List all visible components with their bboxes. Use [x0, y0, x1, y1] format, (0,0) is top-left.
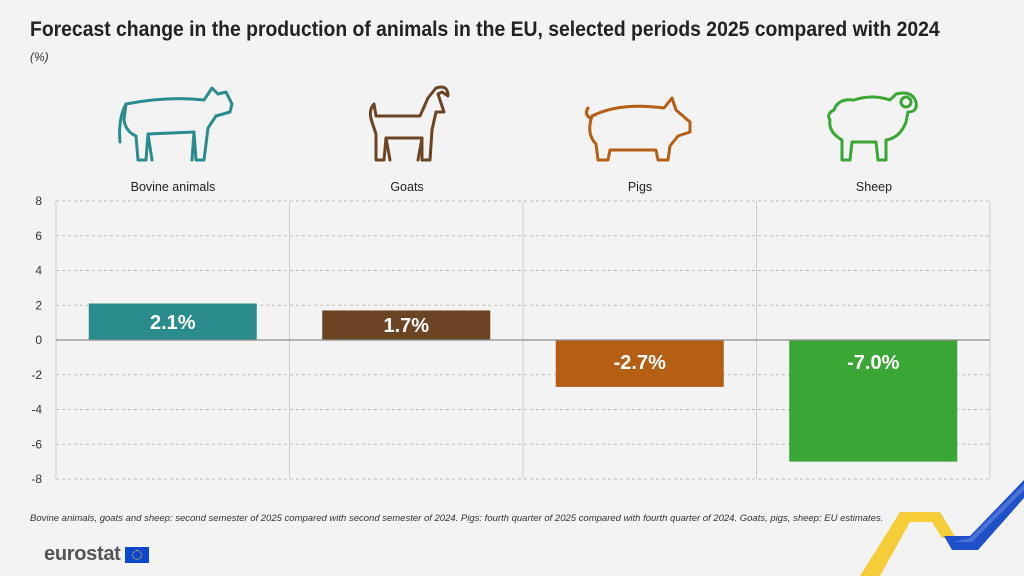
y-tick-label: -4	[31, 403, 42, 417]
data-label-1: 1.7%	[383, 315, 429, 337]
pig-icon	[584, 96, 692, 162]
bar-0	[88, 303, 257, 340]
category-label-bovine: Bovine animals	[130, 180, 216, 194]
bar-2	[555, 340, 724, 387]
chart-title: Forecast change in the production of ani…	[30, 17, 940, 41]
goat-icon	[368, 85, 450, 162]
logo-text: eurostat	[44, 543, 121, 565]
data-label-2: -2.7%	[614, 352, 666, 374]
bar-3	[789, 340, 958, 462]
cow-icon	[118, 86, 234, 162]
data-label-3: -7.0%	[847, 352, 899, 374]
y-tick-label: 4	[35, 264, 42, 278]
decorative-ribbon-icon	[860, 480, 1024, 576]
data-label-0: 2.1%	[150, 312, 196, 334]
y-tick-label: 2	[35, 298, 42, 312]
sheep-icon	[827, 91, 918, 162]
y-tick-label: -8	[31, 472, 42, 486]
y-tick-label: 8	[35, 194, 42, 208]
y-tick-label: 6	[35, 229, 42, 243]
chart-unit: (%)	[30, 50, 49, 64]
y-tick-label: -6	[31, 437, 42, 451]
category-label-goats: Goats	[390, 180, 424, 194]
bar-1	[322, 310, 491, 340]
y-tick-label: 0	[35, 333, 42, 347]
category-label-pigs: Pigs	[627, 180, 653, 194]
eurostat-logo: eurostat	[44, 543, 149, 566]
bar-chart: 8 6 4 2 0 -2 -4 -6 -8 2.1% 1.7% -2.7% -7.0%	[31, 194, 991, 486]
footnote: Bovine animals, goats and sheep: second …	[30, 513, 884, 524]
y-tick-label: -2	[31, 368, 42, 382]
eu-flag-icon	[124, 546, 149, 563]
category-label-sheep: Sheep	[855, 180, 893, 194]
